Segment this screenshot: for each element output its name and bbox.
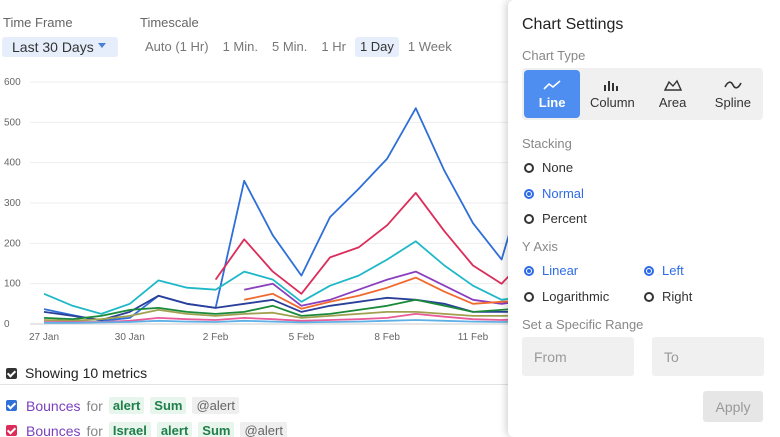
showing-metrics-row[interactable]: Showing 10 metrics (6, 365, 147, 381)
chart-type-label: Chart Type (522, 48, 586, 63)
chart-type-label-text: Spline (714, 94, 751, 110)
range-label: Set a Specific Range (522, 317, 644, 332)
radio-button[interactable] (644, 291, 654, 302)
metric-tag: alert (156, 422, 193, 437)
y-axis-logarithmic-option[interactable]: Logarithmic (524, 289, 609, 304)
timescale-option[interactable]: Auto (1 Hr) (145, 39, 209, 54)
settings-title: Chart Settings (522, 16, 624, 33)
series-line[interactable] (43, 294, 508, 321)
y-tick-label: 100 (4, 279, 21, 290)
stacking-percent-option[interactable]: Percent (524, 211, 587, 226)
chart-type-selector: Line Column Area Spline (522, 68, 763, 120)
stacking-label: Stacking (522, 136, 572, 151)
radio-label: Logarithmic (542, 289, 610, 304)
metric-row[interactable]: Bounces for Israel alert Sum @alert (6, 422, 287, 437)
chart-type-line-button[interactable]: Line (524, 70, 581, 118)
y-axis-linear-option[interactable]: Linear (524, 263, 578, 278)
timeframe-value: Last 30 Days (12, 39, 94, 55)
metric-tag: Sum (150, 397, 187, 414)
y-tick-label: 200 (4, 238, 21, 249)
metric-row[interactable]: Bounces for alert Sum @alert (6, 397, 239, 414)
timescale-options: Auto (1 Hr) 1 Min. 5 Min. 1 Hr 1 Day 1 W… (140, 37, 457, 57)
series-line[interactable] (43, 309, 508, 322)
chart-type-label-text: Line (538, 94, 566, 110)
y-tick-label: 600 (4, 77, 21, 88)
metric-tag: Sum (198, 422, 235, 437)
series-line[interactable] (244, 276, 508, 310)
x-tick-label: 11 Feb (458, 332, 489, 343)
caret-down-icon (98, 43, 106, 48)
radio-label: Left (662, 263, 684, 278)
chart-type-label-text: Area (658, 94, 687, 110)
series-line[interactable] (44, 319, 508, 324)
x-tick-label: 8 Feb (374, 332, 400, 343)
radio-label: Right (662, 289, 693, 304)
chart-settings-panel: Chart Settings Chart Type Line Column Ar… (508, 0, 780, 437)
timeframe-label: Time Frame (3, 15, 73, 30)
metric-name[interactable]: Bounces (26, 397, 81, 414)
radio-label: Normal (542, 186, 584, 201)
metric-checkbox[interactable] (6, 425, 17, 436)
timeframe-dropdown[interactable]: Last 30 Days (2, 37, 118, 57)
radio-button[interactable] (524, 291, 534, 302)
stacking-none-option[interactable]: None (524, 160, 573, 175)
chart-type-area-button[interactable]: Area (645, 70, 701, 118)
y-axis-left-option[interactable]: Left (644, 263, 684, 278)
metric-name[interactable]: Bounces (26, 422, 81, 437)
y-axis-label: Y Axis (522, 239, 558, 254)
timescale-option[interactable]: 1 Week (407, 39, 452, 54)
timescale-option[interactable]: 1 Hr (321, 39, 346, 54)
x-tick-label: 5 Feb (289, 332, 315, 343)
range-to-input[interactable] (652, 337, 764, 376)
metrics-line-chart[interactable]: 0 100 200 300 400 500 600 27 Jan 30 Jan 2 Feb 5 Fe… (0, 70, 508, 350)
y-tick-label: 500 (4, 117, 21, 128)
radio-button[interactable] (524, 265, 534, 276)
metric-extra-tag: @alert (192, 397, 239, 414)
x-tick-label: 27 Jan (29, 332, 59, 343)
y-axis-right-option[interactable]: Right (644, 289, 692, 304)
radio-button[interactable] (524, 213, 534, 224)
radio-button[interactable] (644, 265, 654, 276)
radio-button[interactable] (524, 188, 534, 199)
y-tick-label: 300 (4, 198, 21, 209)
apply-button[interactable]: Apply (703, 391, 763, 422)
series-line[interactable] (43, 298, 508, 321)
column-chart-icon (604, 80, 619, 91)
chart-type-label-text: Column (589, 94, 635, 110)
timescale-label: Timescale (140, 15, 199, 30)
chart-type-column-button[interactable]: Column (584, 70, 640, 118)
radio-label: None (542, 160, 574, 175)
timescale-option[interactable]: 1 Day (354, 37, 399, 57)
radio-label: Percent (542, 211, 587, 226)
series-line[interactable] (43, 107, 508, 322)
x-tick-label: 2 Feb (203, 332, 229, 343)
area-chart-icon (663, 79, 682, 91)
y-tick-label: 0 (4, 319, 10, 330)
series-line[interactable] (44, 313, 508, 323)
metric-for-label: for (86, 397, 103, 414)
metric-for-label: for (86, 422, 103, 437)
divider (0, 384, 508, 385)
series-line[interactable] (244, 270, 508, 307)
radio-button[interactable] (524, 162, 534, 173)
series-line[interactable] (214, 192, 508, 295)
y-tick-label: 400 (4, 158, 21, 169)
series-line[interactable] (43, 240, 508, 315)
line-chart-icon (543, 79, 561, 90)
showing-metrics-checkbox[interactable] (6, 367, 17, 379)
radio-label: Linear (542, 263, 579, 278)
timescale-option[interactable]: 5 Min. (271, 39, 308, 54)
showing-metrics-label: Showing 10 metrics (25, 365, 148, 381)
metric-checkbox[interactable] (6, 400, 17, 411)
x-tick-label: 30 Jan (115, 332, 145, 343)
metric-tag: Israel (108, 422, 151, 437)
metric-extra-tag: @alert (240, 422, 287, 437)
spline-chart-icon (724, 80, 742, 89)
range-from-input[interactable] (522, 337, 634, 376)
chart-type-spline-button[interactable]: Spline (705, 70, 761, 118)
metric-tag: alert (108, 397, 145, 414)
timescale-option[interactable]: 1 Min. (222, 39, 258, 54)
stacking-normal-option[interactable]: Normal (524, 186, 584, 201)
